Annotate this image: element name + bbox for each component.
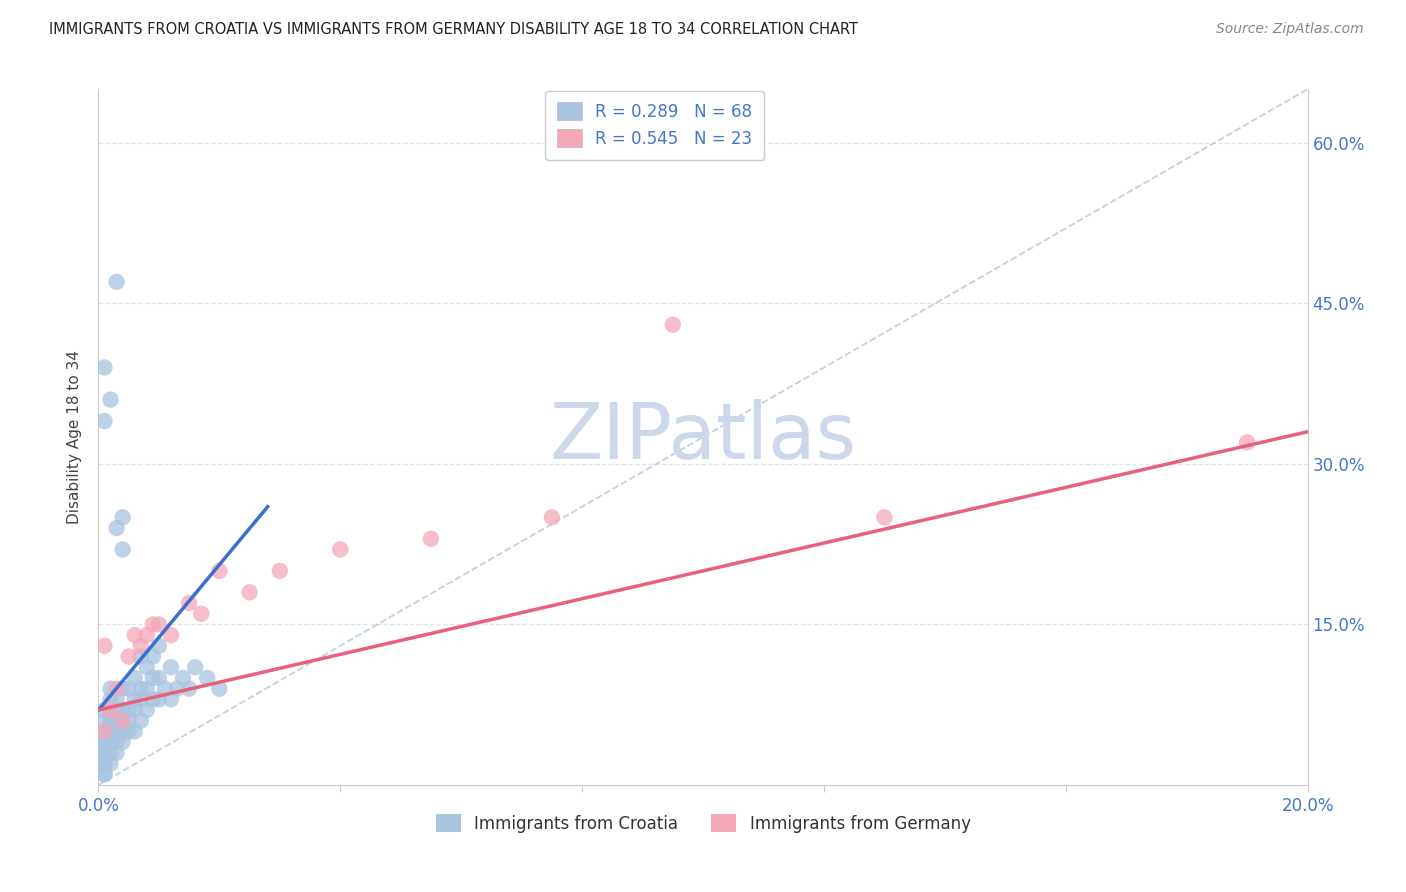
Point (111, 714, 134, 728)
Point (100, 703, 122, 717)
Text: Source: ZipAtlas.com: Source: ZipAtlas.com (1216, 22, 1364, 37)
Point (93, 703, 115, 717)
Point (540, 510, 562, 524)
Point (124, 692, 146, 706)
Point (124, 671, 146, 685)
Point (93, 735, 115, 749)
Point (239, 585, 262, 599)
Point (100, 714, 122, 728)
Point (269, 564, 291, 578)
Point (1236, 435, 1258, 450)
Point (118, 724, 141, 739)
Point (329, 542, 352, 557)
Point (93, 746, 115, 760)
Point (93, 756, 115, 771)
Point (148, 639, 170, 653)
Point (111, 542, 134, 557)
Point (142, 649, 165, 664)
Point (135, 681, 157, 696)
Point (179, 596, 201, 610)
Point (129, 639, 152, 653)
Point (124, 703, 146, 717)
Text: IMMIGRANTS FROM CROATIA VS IMMIGRANTS FROM GERMANY DISABILITY AGE 18 TO 34 CORRE: IMMIGRANTS FROM CROATIA VS IMMIGRANTS FR… (49, 22, 858, 37)
Point (195, 671, 218, 685)
Point (179, 681, 201, 696)
Point (93, 714, 115, 728)
Point (111, 735, 134, 749)
Point (190, 607, 212, 621)
Point (100, 724, 122, 739)
Point (142, 692, 165, 706)
Point (148, 617, 170, 632)
Point (105, 746, 128, 760)
Point (208, 681, 231, 696)
Point (111, 714, 134, 728)
Point (105, 724, 128, 739)
Point (172, 671, 194, 685)
Point (124, 628, 146, 642)
Point (111, 724, 134, 739)
Point (135, 660, 157, 674)
Point (93, 724, 115, 739)
Point (208, 564, 231, 578)
Point (118, 681, 141, 696)
Point (93, 724, 115, 739)
Point (93, 735, 115, 749)
Text: ZIPatlas: ZIPatlas (550, 399, 856, 475)
Point (93, 724, 115, 739)
Point (105, 703, 128, 717)
Point (111, 681, 134, 696)
Point (142, 617, 165, 632)
Point (124, 724, 146, 739)
Point (93, 767, 115, 781)
Point (100, 746, 122, 760)
Point (135, 628, 157, 642)
Point (420, 532, 443, 546)
Point (100, 392, 122, 407)
Point (148, 671, 170, 685)
Point (118, 714, 141, 728)
Point (100, 703, 122, 717)
Point (105, 735, 128, 749)
Point (135, 703, 157, 717)
Legend: Immigrants from Croatia, Immigrants from Germany: Immigrants from Croatia, Immigrants from… (429, 807, 977, 839)
Point (129, 681, 152, 696)
Point (166, 681, 188, 696)
Point (873, 510, 896, 524)
Point (129, 649, 152, 664)
Point (100, 681, 122, 696)
Point (661, 318, 683, 332)
Point (148, 692, 170, 706)
Point (129, 714, 152, 728)
Point (93, 360, 115, 375)
Point (93, 639, 115, 653)
Point (105, 714, 128, 728)
Point (100, 735, 122, 749)
Point (160, 692, 183, 706)
Point (129, 692, 152, 706)
Point (100, 756, 122, 771)
Point (111, 703, 134, 717)
Point (105, 275, 128, 289)
Y-axis label: Disability Age 18 to 34: Disability Age 18 to 34 (67, 350, 83, 524)
Point (153, 681, 176, 696)
Point (105, 521, 128, 535)
Point (160, 628, 183, 642)
Point (93, 414, 115, 428)
Point (100, 692, 122, 706)
Point (93, 767, 115, 781)
Point (142, 671, 165, 685)
Point (118, 703, 141, 717)
Point (105, 692, 128, 706)
Point (184, 660, 207, 674)
Point (93, 756, 115, 771)
Point (105, 681, 128, 696)
Point (160, 660, 183, 674)
Point (111, 510, 134, 524)
Point (118, 649, 141, 664)
Point (93, 746, 115, 760)
